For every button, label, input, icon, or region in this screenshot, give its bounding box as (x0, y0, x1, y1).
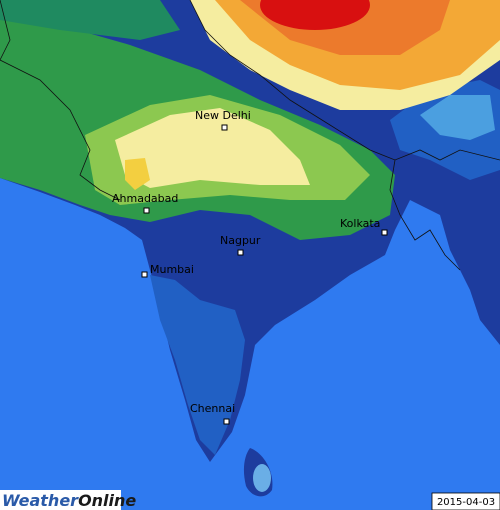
border (189, 0, 500, 161)
border (0, 59, 121, 201)
border (0, 0, 11, 61)
city-marker (223, 418, 230, 425)
date: 2015-04-03 (437, 497, 495, 508)
logo-box (0, 490, 121, 510)
city-marker (141, 271, 148, 278)
city-label: Mumbai (150, 263, 194, 276)
city-marker (237, 249, 244, 256)
city-marker (381, 229, 388, 236)
red-area (260, 0, 370, 30)
city-label: Kolkata (340, 217, 380, 230)
light-blue-area (253, 464, 271, 492)
city-label: New Delhi (195, 109, 251, 122)
city-label: Nagpur (220, 234, 261, 247)
date-box (431, 492, 500, 510)
logo: WeatherOnline (2, 491, 136, 510)
light-blue-area (420, 95, 495, 140)
yellow-area (115, 108, 310, 188)
city-marker (143, 207, 150, 214)
logo-part: Online (78, 491, 136, 510)
city-label: Chennai (190, 402, 235, 415)
medium-blue-area (150, 275, 245, 455)
logo-part: Weather (2, 491, 79, 510)
border (389, 159, 461, 271)
yellow-dark-area (125, 158, 150, 190)
city-marker (221, 124, 228, 131)
green-area (0, 0, 180, 40)
city-label: Ahmadabad (112, 192, 178, 205)
